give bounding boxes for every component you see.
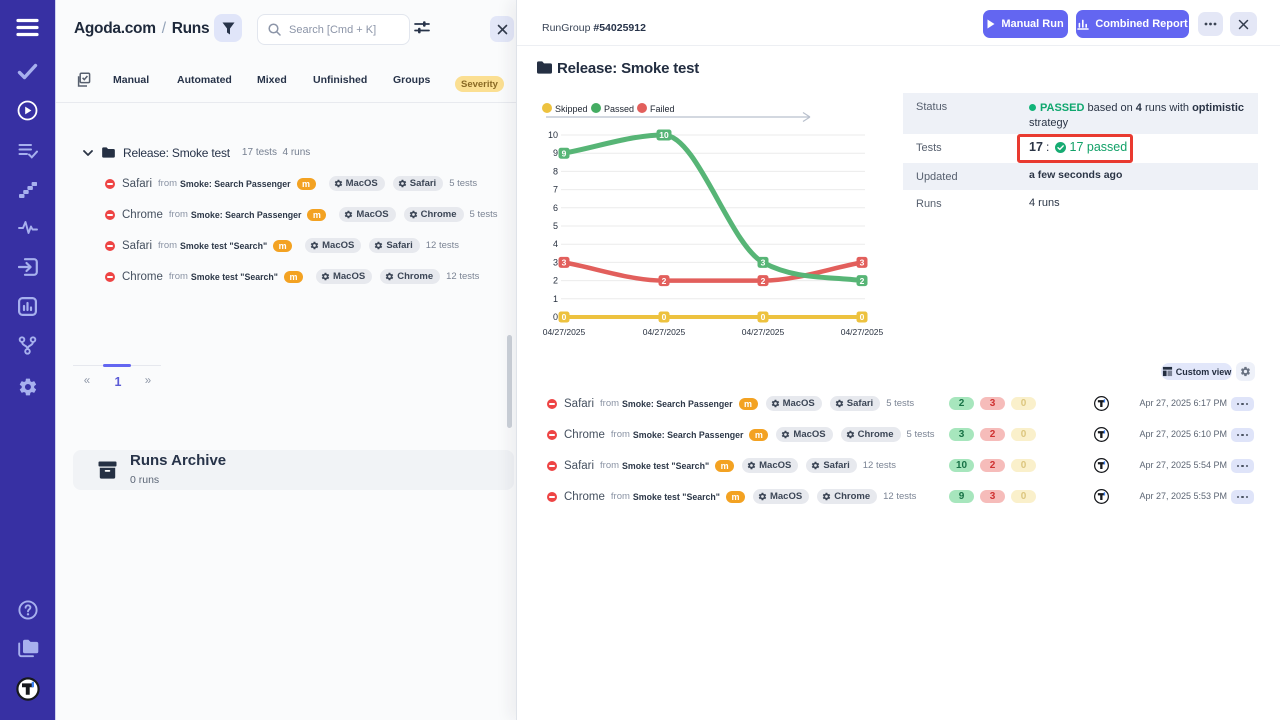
svg-text:04/27/2025: 04/27/2025 (742, 327, 785, 337)
svg-text:3: 3 (860, 258, 865, 268)
svg-text:9: 9 (553, 148, 558, 158)
svg-text:Passed: Passed (604, 104, 634, 114)
svg-text:3: 3 (553, 257, 558, 267)
svg-text:0: 0 (761, 312, 766, 322)
svg-text:Skipped: Skipped (555, 104, 588, 114)
svg-text:0: 0 (860, 312, 865, 322)
svg-text:2: 2 (553, 276, 558, 286)
svg-text:9: 9 (562, 148, 567, 158)
svg-text:10: 10 (548, 130, 558, 140)
svg-text:7: 7 (553, 185, 558, 195)
svg-text:8: 8 (553, 166, 558, 176)
svg-text:2: 2 (662, 276, 667, 286)
svg-text:Failed: Failed (650, 104, 675, 114)
svg-text:4: 4 (553, 239, 558, 249)
svg-text:5: 5 (553, 221, 558, 231)
svg-text:6: 6 (553, 203, 558, 213)
svg-text:0: 0 (662, 312, 667, 322)
svg-text:10: 10 (659, 130, 669, 140)
svg-text:0: 0 (562, 312, 567, 322)
svg-text:3: 3 (761, 258, 766, 268)
svg-text:2: 2 (761, 276, 766, 286)
svg-text:04/27/2025: 04/27/2025 (841, 327, 884, 337)
svg-text:1: 1 (553, 294, 558, 304)
svg-text:2: 2 (860, 276, 865, 286)
svg-text:04/27/2025: 04/27/2025 (643, 327, 686, 337)
svg-text:0: 0 (553, 312, 558, 322)
svg-text:04/27/2025: 04/27/2025 (543, 327, 586, 337)
svg-text:3: 3 (562, 258, 567, 268)
